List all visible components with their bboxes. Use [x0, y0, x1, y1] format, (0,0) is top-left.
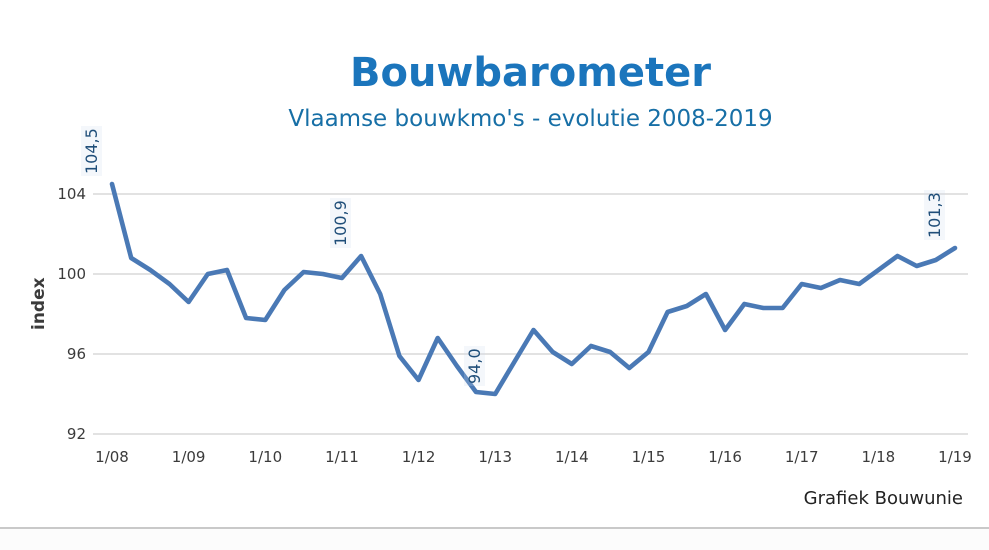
- annotation-text: 100,9: [330, 198, 352, 248]
- annotation-text: 101,3: [924, 190, 945, 240]
- x-tick-label: 1/16: [708, 448, 742, 466]
- chart-subtitle: Vlaamse bouwkmo's - evolutie 2008-2019: [288, 106, 773, 132]
- gridlines: [93, 193, 968, 435]
- annotation-text: 94,0: [464, 346, 486, 386]
- annotation-label: 101,3: [924, 190, 989, 240]
- x-tick-label: 1/13: [478, 448, 513, 466]
- index-line-series: [109, 181, 958, 397]
- annotation-label: 94,0: [464, 346, 525, 386]
- y-tick-label: 104: [57, 185, 86, 203]
- y-tick-label: 100: [57, 265, 86, 283]
- x-tick-label: 1/15: [631, 448, 666, 466]
- page-margin-strip: [0, 529, 989, 550]
- annotation-label: 100,9: [330, 198, 401, 248]
- x-tick-label: 1/10: [248, 448, 283, 466]
- annotation-text: 104,5: [81, 126, 102, 176]
- x-tick-label: 1/11: [325, 448, 359, 466]
- annotation-label: 104,5: [81, 126, 152, 176]
- x-tick-label: 1/09: [171, 448, 206, 466]
- chart-credit: Grafiek Bouwunie: [803, 488, 963, 509]
- x-tick-label: 1/19: [938, 448, 972, 466]
- y-tick-label: 96: [66, 345, 86, 363]
- x-tick-label: 1/14: [554, 448, 589, 466]
- bottom-divider: [0, 527, 989, 529]
- y-tick-label: 92: [66, 425, 86, 443]
- chart-title: Bouwbarometer: [349, 50, 711, 96]
- x-tick-label: 1/12: [401, 448, 436, 466]
- x-tick-label: 1/18: [861, 448, 896, 466]
- x-tick-label: 1/08: [95, 448, 129, 466]
- x-tick-label: 1/17: [784, 448, 819, 466]
